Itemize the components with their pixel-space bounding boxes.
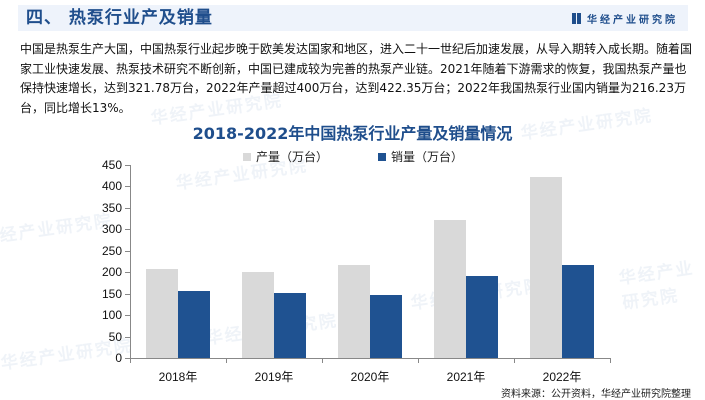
- section-header: 四、 热泵行业产及销量 华经产业研究院: [18, 5, 688, 31]
- y-tick-label: 400: [101, 179, 122, 194]
- bar-sales: [466, 276, 498, 358]
- legend-label-sales: 销量（万台）: [391, 150, 464, 164]
- x-tick-label: 2022年: [542, 370, 582, 384]
- y-tick: [125, 165, 130, 166]
- legend-item-production: 产量（万台）: [243, 148, 328, 165]
- x-tick: [130, 358, 131, 363]
- y-tick-label: 100: [101, 308, 122, 323]
- x-axis: [130, 358, 610, 359]
- y-tick-label: 350: [101, 200, 122, 215]
- y-tick: [125, 272, 130, 274]
- bar-production: [530, 176, 562, 358]
- bar-sales: [274, 293, 306, 358]
- x-tick: [610, 358, 611, 363]
- legend-swatch-sales: [378, 152, 387, 161]
- source-note: 资料来源：公开资料，华经产业研究院整理: [501, 389, 691, 400]
- y-tick: [125, 229, 130, 231]
- y-tick-label: 50: [108, 329, 122, 344]
- y-tick-label: 200: [101, 265, 122, 280]
- y-tick: [125, 358, 130, 359]
- y-tick: [125, 315, 130, 317]
- chart-legend: 产量（万台） 销量（万台）: [243, 148, 513, 165]
- intro-paragraph: 中国是热泵生产大国，中国热泵行业起步晚于欧美发达国家和地区，进入二十一世纪后加速…: [20, 42, 693, 115]
- y-tick: [125, 293, 130, 295]
- x-tick-label: 2020年: [350, 370, 390, 384]
- legend-label-production: 产量（万台）: [256, 150, 329, 164]
- x-tick-label: 2021年: [446, 370, 486, 384]
- y-tick: [125, 186, 130, 188]
- y-tick: [125, 250, 130, 252]
- legend-item-sales: 销量（万台）: [378, 148, 463, 165]
- bar-production: [146, 269, 178, 358]
- bar-production: [434, 220, 466, 358]
- bar-production: [242, 272, 274, 358]
- x-tick-label: 2018年: [158, 370, 198, 384]
- bar-production: [338, 265, 370, 358]
- x-tick: [418, 358, 419, 363]
- legend-swatch-production: [243, 152, 251, 161]
- watermark: 华经产业研究院: [617, 258, 696, 314]
- y-tick-label: 450: [101, 158, 122, 172]
- x-tick: [226, 358, 227, 363]
- chart-plot-area: 0 50 100 150 200 250 300 350 400 450 2018年 2019年 202…: [102, 158, 611, 384]
- book-logo-icon: [572, 13, 581, 24]
- y-tick-label: 250: [101, 243, 122, 258]
- y-tick-label: 150: [101, 286, 122, 301]
- x-tick: [514, 358, 515, 363]
- y-axis: [130, 165, 131, 358]
- bar-sales: [562, 265, 594, 358]
- y-tick-label: 0: [115, 351, 122, 365]
- x-tick: [322, 358, 323, 363]
- x-tick-label: 2019年: [254, 370, 294, 384]
- y-tick-label: 300: [101, 222, 122, 237]
- brand-name: 华经产业研究院: [587, 15, 678, 26]
- chart-title: 2018-2022年中国热泵行业产量及销量情况: [192, 124, 513, 143]
- section-title: 四、 热泵行业产及销量: [26, 8, 213, 28]
- y-tick: [125, 336, 130, 338]
- brand-logo: 华经产业研究院: [572, 11, 678, 26]
- bar-sales: [178, 291, 210, 358]
- bar-sales: [370, 294, 402, 358]
- y-tick: [125, 207, 130, 209]
